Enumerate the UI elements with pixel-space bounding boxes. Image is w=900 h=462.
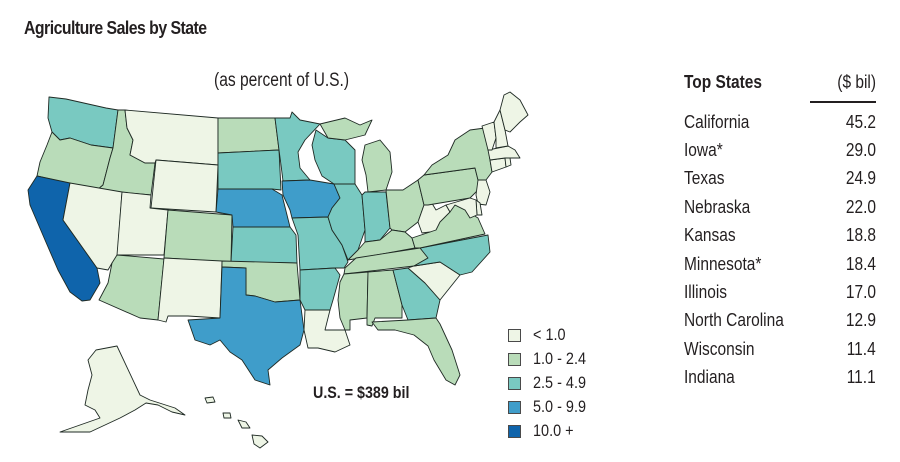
state-name: Iowa* bbox=[684, 140, 723, 161]
sales-value: 11.4 bbox=[847, 338, 876, 359]
state-name: Texas bbox=[684, 168, 725, 189]
column-header-value: ($ bil) bbox=[837, 71, 876, 92]
state-MA bbox=[487, 145, 521, 161]
legend-swatch bbox=[508, 400, 521, 414]
state-RI bbox=[504, 157, 512, 168]
state-HI bbox=[251, 434, 269, 449]
table-row: Illinois 17.0 bbox=[684, 278, 876, 306]
legend-item: 10.0 + bbox=[508, 419, 595, 443]
legend-label: 10.0 + bbox=[533, 421, 574, 440]
state-AR bbox=[299, 267, 341, 311]
sales-value: 29.0 bbox=[845, 140, 876, 161]
table-header: Top States ($ bil) bbox=[684, 68, 876, 96]
state-name: Indiana bbox=[684, 367, 735, 388]
legend-item: < 1.0 bbox=[508, 323, 595, 347]
state-CO bbox=[163, 209, 233, 263]
column-header-state: Top States bbox=[684, 71, 762, 92]
state-name: California bbox=[684, 111, 750, 132]
state-IN bbox=[361, 191, 391, 243]
state-KS bbox=[230, 226, 298, 264]
state-LA bbox=[303, 309, 351, 353]
state-name: Illinois bbox=[684, 282, 728, 303]
state-FL bbox=[371, 317, 461, 386]
state-MN bbox=[274, 111, 321, 182]
table-body: California 45.2 Iowa* 29.0 Texas 24.9 Nebra… bbox=[684, 108, 876, 392]
state-MI-UP bbox=[319, 117, 373, 141]
state-name: Nebraska bbox=[684, 196, 751, 217]
state-NJ bbox=[475, 179, 491, 206]
state-ME bbox=[499, 91, 529, 133]
state-AK bbox=[59, 345, 186, 433]
table-row: Indiana 11.1 bbox=[684, 364, 876, 392]
state-HI-3 bbox=[237, 419, 251, 429]
state-IL bbox=[327, 183, 366, 261]
chart-title: Agriculture Sales by State bbox=[24, 18, 207, 38]
state-name: North Carolina bbox=[684, 310, 784, 331]
state-OH bbox=[385, 179, 425, 233]
sales-value: 45.2 bbox=[845, 111, 876, 132]
top-states-table: Top States ($ bil) California 45.2 Iowa* 2… bbox=[684, 68, 876, 392]
state-name: Wisconsin bbox=[684, 338, 755, 359]
sales-value: 24.9 bbox=[845, 168, 876, 189]
chart-subtitle: (as percent of U.S.) bbox=[214, 70, 350, 91]
state-TX bbox=[187, 266, 305, 386]
sales-value: 11.1 bbox=[847, 367, 876, 388]
state-HI-2 bbox=[222, 412, 232, 419]
state-name: Kansas bbox=[684, 225, 736, 246]
table-row: Nebraska 22.0 bbox=[684, 193, 876, 221]
legend-label: 2.5 - 4.9 bbox=[533, 373, 587, 392]
sales-value: 22.0 bbox=[845, 196, 876, 217]
table-row: Texas 24.9 bbox=[684, 165, 876, 193]
state-NM bbox=[157, 257, 223, 323]
table-row: North Carolina 12.9 bbox=[684, 307, 876, 335]
legend-swatch bbox=[508, 352, 521, 366]
table-row: Minnesota* 18.4 bbox=[684, 250, 876, 278]
legend-label: 1.0 - 2.4 bbox=[533, 349, 587, 368]
state-MI bbox=[361, 139, 393, 193]
state-ND bbox=[217, 117, 280, 154]
state-MS bbox=[337, 271, 369, 331]
table-row: Wisconsin 11.4 bbox=[684, 335, 876, 363]
sales-value: 17.0 bbox=[845, 282, 876, 303]
legend-swatch bbox=[508, 328, 521, 342]
state-SD bbox=[217, 149, 282, 191]
legend-item: 5.0 - 9.9 bbox=[508, 395, 595, 419]
legend: < 1.0 1.0 - 2.4 2.5 - 4.9 5.0 - 9.9 10.0… bbox=[508, 323, 595, 443]
legend-item: 2.5 - 4.9 bbox=[508, 371, 595, 395]
table-row: Iowa* 29.0 bbox=[684, 136, 876, 164]
sales-value: 18.4 bbox=[845, 253, 876, 274]
legend-label: < 1.0 bbox=[533, 325, 566, 344]
legend-swatch bbox=[508, 424, 521, 438]
state-name: Minnesota* bbox=[684, 253, 762, 274]
legend-swatch bbox=[508, 376, 521, 390]
state-NC bbox=[413, 234, 491, 276]
table-row: Kansas 18.8 bbox=[684, 222, 876, 250]
state-WY bbox=[150, 159, 219, 213]
legend-label: 5.0 - 9.9 bbox=[533, 397, 587, 416]
state-VT bbox=[481, 121, 497, 151]
state-HI-4 bbox=[204, 396, 216, 404]
state-MT bbox=[124, 109, 219, 166]
us-total-annotation: U.S. = $389 bil bbox=[313, 383, 410, 402]
legend-item: 1.0 - 2.4 bbox=[508, 347, 595, 371]
sales-value: 12.9 bbox=[845, 310, 876, 331]
sales-value: 18.8 bbox=[845, 225, 876, 246]
header-rule bbox=[810, 101, 876, 103]
table-row: California 45.2 bbox=[684, 108, 876, 136]
state-MD bbox=[445, 197, 478, 219]
